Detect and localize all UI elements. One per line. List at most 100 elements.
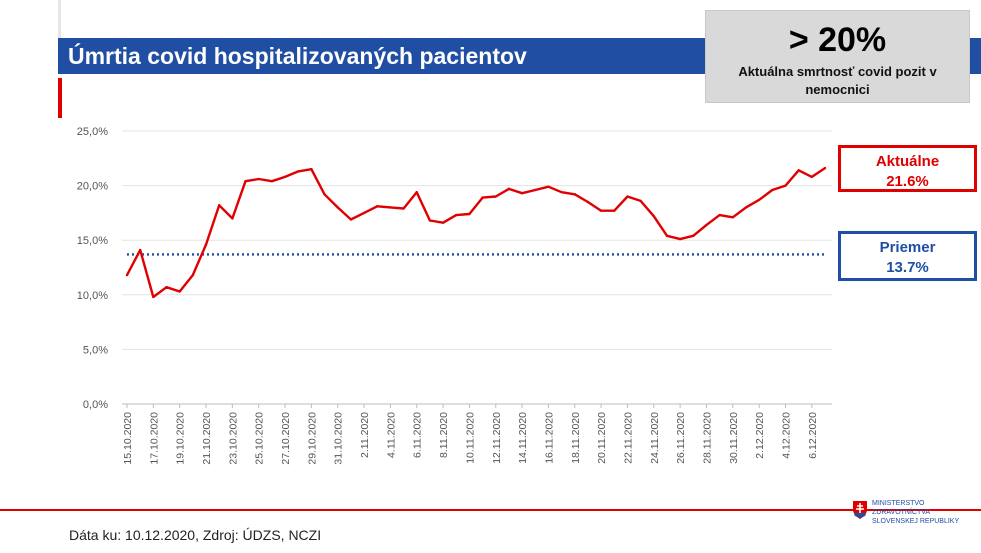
x-tick-label: 12.11.2020 bbox=[491, 412, 503, 464]
series-point bbox=[125, 273, 129, 277]
x-tick-label: 21.10.2020 bbox=[201, 412, 213, 465]
top-divider bbox=[58, 0, 61, 38]
series-point bbox=[613, 209, 616, 212]
series-point bbox=[178, 290, 181, 293]
series-point bbox=[547, 185, 550, 188]
series-point bbox=[797, 169, 800, 172]
x-tick-label: 18.11.2020 bbox=[570, 412, 582, 464]
series-point bbox=[362, 211, 366, 215]
series-point bbox=[744, 206, 748, 209]
series-point bbox=[494, 195, 497, 198]
series-point bbox=[507, 187, 511, 191]
series-point bbox=[810, 175, 814, 179]
x-tick-label: 4.12.2020 bbox=[780, 412, 792, 459]
x-tick-label: 4.11.2020 bbox=[385, 412, 397, 458]
series-point bbox=[191, 273, 195, 277]
footer-divider bbox=[0, 509, 981, 511]
series-point bbox=[692, 234, 695, 238]
average-value-box: Priemer 13.7% bbox=[838, 231, 977, 281]
series-point bbox=[257, 177, 260, 181]
series-point bbox=[165, 285, 168, 289]
footer-source: Dáta ku: 10.12.2020, Zdroj: ÚDZS, NCZI bbox=[69, 527, 322, 543]
average-value: 13.7% bbox=[886, 259, 929, 276]
x-tick-label: 28.11.2020 bbox=[701, 412, 713, 464]
series-point bbox=[652, 214, 655, 218]
series-point bbox=[441, 221, 445, 224]
series-point bbox=[823, 166, 827, 170]
x-tick-label: 26.11.2020 bbox=[675, 412, 687, 464]
series-point bbox=[376, 205, 379, 208]
x-tick-label: 2.12.2020 bbox=[754, 412, 766, 459]
series-point bbox=[599, 209, 603, 212]
slovak-coat-of-arms-icon bbox=[853, 501, 867, 519]
series-point bbox=[283, 175, 287, 179]
series-point bbox=[784, 184, 787, 187]
x-tick-label: 22.11.2020 bbox=[622, 412, 634, 464]
x-tick-label: 20.11.2020 bbox=[596, 412, 608, 464]
x-tick-label: 29.10.2020 bbox=[306, 412, 318, 465]
series-point bbox=[138, 248, 142, 252]
series-point bbox=[415, 190, 418, 194]
series-point bbox=[231, 217, 234, 220]
x-tick-label: 23.10.2020 bbox=[227, 412, 239, 465]
current-value: 21.6% bbox=[886, 173, 929, 190]
y-axis-ticks: 0,0% 5,0% 10,0% 15,0% 20,0% 25,0% bbox=[77, 126, 108, 411]
y-tick-label: 0,0% bbox=[83, 399, 108, 411]
x-tick-label: 17.10.2020 bbox=[148, 412, 160, 465]
series-point bbox=[336, 206, 339, 209]
x-axis-ticks: 15.10.2020 17.10.2020 19.10.2020 21.10.2020… bbox=[122, 404, 819, 465]
mortality-callout: > 20% Aktuálna smrtnosť covid pozit v ne… bbox=[705, 10, 970, 103]
x-tick-label: 24.11.2020 bbox=[649, 412, 661, 464]
series-point bbox=[586, 200, 590, 204]
x-tick-label: 6.11.2020 bbox=[412, 412, 424, 458]
x-tick-label: 14.11.2020 bbox=[517, 412, 529, 464]
average-label: Priemer bbox=[879, 239, 936, 256]
series-point bbox=[481, 196, 484, 199]
series-point bbox=[217, 204, 221, 207]
y-tick-label: 15,0% bbox=[77, 235, 108, 247]
series-point bbox=[402, 207, 405, 210]
x-tick-label: 19.10.2020 bbox=[175, 412, 187, 465]
x-tick-label: 2.11.2020 bbox=[359, 412, 371, 458]
ministry-logo-text: MINISTERSTVO ZDRAVOTNÍCTVA SLOVENSKEJ RE… bbox=[872, 500, 960, 525]
series-point bbox=[560, 190, 563, 194]
red-accent-mark bbox=[58, 78, 62, 118]
x-tick-label: 15.10.2020 bbox=[122, 412, 134, 465]
current-value-box: Aktuálne 21.6% bbox=[838, 145, 977, 192]
x-tick-label: 16.11.2020 bbox=[543, 412, 555, 464]
series-point bbox=[639, 199, 642, 203]
chart-grid bbox=[122, 130, 832, 405]
series-point bbox=[771, 188, 774, 192]
callout-value: > 20% bbox=[788, 21, 887, 59]
series-point bbox=[204, 243, 208, 246]
series-point bbox=[468, 212, 471, 216]
y-tick-label: 20,0% bbox=[77, 181, 108, 193]
series-point bbox=[665, 234, 669, 238]
series-point bbox=[310, 168, 313, 171]
x-tick-label: 8.11.2020 bbox=[438, 412, 450, 458]
series-point bbox=[428, 219, 432, 222]
series-point bbox=[389, 206, 392, 209]
series-point bbox=[718, 213, 721, 217]
series-point bbox=[731, 216, 735, 219]
series-group bbox=[125, 166, 827, 299]
series-point bbox=[297, 170, 300, 173]
current-label: Aktuálne bbox=[875, 153, 940, 170]
series-point bbox=[270, 180, 274, 183]
series-point bbox=[705, 223, 708, 227]
series-point bbox=[152, 295, 155, 299]
ministry-logo: MINISTERSTVO ZDRAVOTNÍCTVA SLOVENSKEJ RE… bbox=[852, 498, 972, 532]
y-tick-label: 5,0% bbox=[83, 344, 108, 356]
callout-caption: Aktuálna smrtnosť covid pozit v nemocnic… bbox=[738, 64, 937, 97]
x-tick-label: 25.10.2020 bbox=[254, 412, 266, 465]
x-tick-label: 27.10.2020 bbox=[280, 412, 292, 465]
series-point bbox=[626, 195, 629, 198]
x-tick-label: 10.11.2020 bbox=[464, 412, 476, 464]
series-point bbox=[757, 198, 761, 201]
series-point bbox=[349, 218, 353, 221]
series-point bbox=[534, 188, 537, 192]
x-tick-label: 30.11.2020 bbox=[728, 412, 740, 464]
x-tick-label: 31.10.2020 bbox=[333, 412, 345, 465]
x-tick-label: 6.12.2020 bbox=[807, 412, 819, 459]
